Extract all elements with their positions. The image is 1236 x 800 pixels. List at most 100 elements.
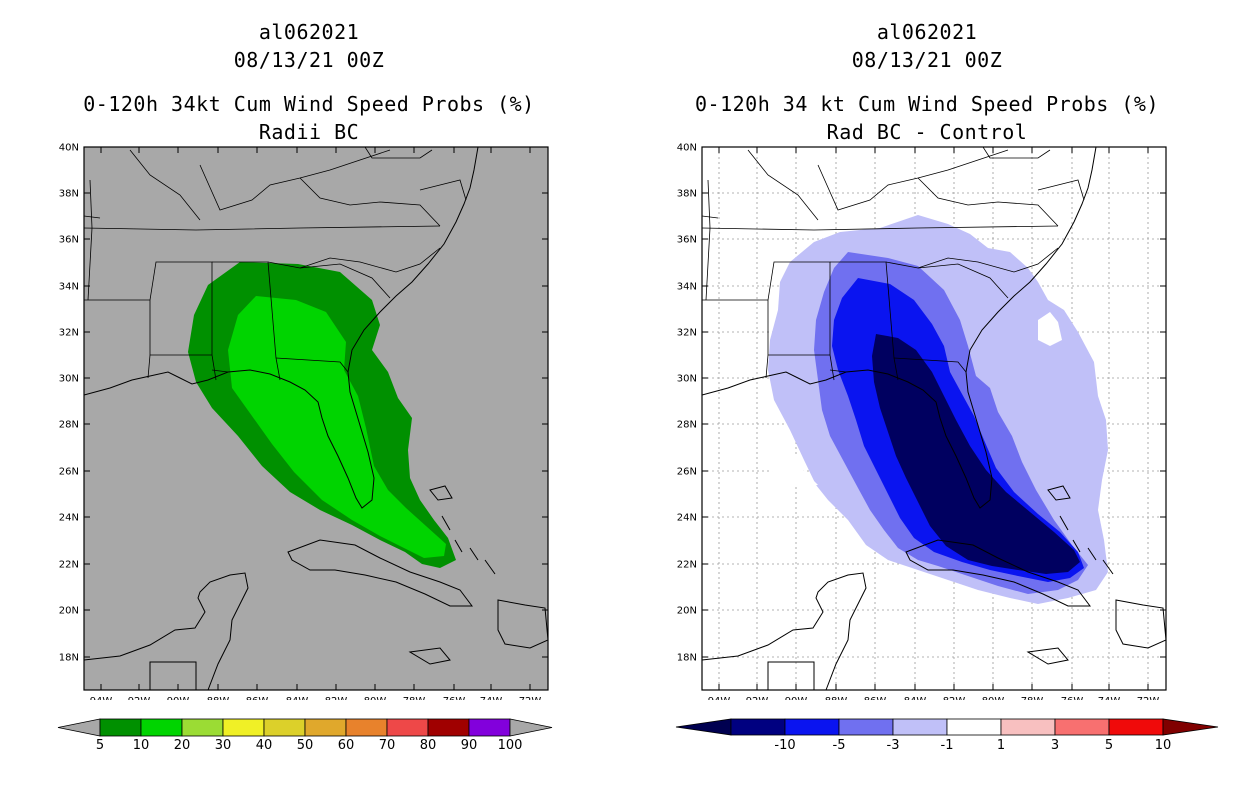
lat-label: 40N: [59, 143, 79, 154]
longitude-ticks: 94W 92W 90W 88W 86W 84W 82W 80W 78W 76W 74W 72W: [708, 147, 1160, 700]
lon-label: 76W: [443, 696, 466, 700]
colorbar-label: 100: [498, 738, 523, 752]
prob-contour-10-20: [228, 296, 446, 558]
map-frame: [83, 146, 549, 691]
colorbar-swatch: [427, 718, 470, 737]
lat-label: 36N: [59, 235, 79, 246]
lat-label: 26N: [677, 467, 697, 478]
colorbar-swatch: [468, 718, 511, 737]
mexico-border: [767, 661, 815, 690]
lat-label: 18N: [59, 653, 79, 664]
colorbar-label: 80: [420, 738, 437, 752]
plot-subtitle: Radii BC: [258, 120, 360, 144]
lat-label: 28N: [59, 420, 79, 431]
diff-hole-left: [768, 425, 818, 488]
colorbar-label: -1: [941, 738, 954, 752]
lon-label: 90W: [167, 696, 190, 700]
colorbar-swatch: [386, 718, 429, 737]
colorbar-swatch: [838, 718, 894, 736]
latitude-ticks: 40N 38N 36N 34N 32N 30N 28N 26N 24N 22N 20N 18N: [59, 143, 548, 664]
lon-label: 92W: [128, 696, 151, 700]
colorbar: 5 10 20 30 40 50 60 70 80 90 100: [57, 718, 553, 752]
lon-label: 80W: [364, 696, 387, 700]
lon-label: 92W: [746, 696, 769, 700]
colorbar-end-left: [675, 718, 732, 736]
colorbar-swatch: [946, 718, 1002, 736]
coastlines: [84, 147, 548, 690]
diff-hole-right: [1038, 312, 1062, 346]
colorbar-label: 3: [1051, 738, 1059, 752]
lon-label: 76W: [1061, 696, 1084, 700]
colorbar-label: 90: [461, 738, 478, 752]
lon-label: 74W: [1098, 696, 1121, 700]
left-panel: al062021 08/13/21 00Z 0-120h 34kt Cum Wi…: [57, 20, 553, 752]
lat-label: 34N: [677, 282, 697, 293]
colorbar-label: -3: [887, 738, 900, 752]
difference-map: 40N 38N 36N 34N 32N 30N 28N 26N 24N 22N 20N 18N 94W…: [677, 143, 1167, 700]
storm-id: al062021: [258, 20, 360, 44]
lon-label: 88W: [825, 696, 848, 700]
lon-label: 78W: [403, 696, 426, 700]
probability-map: 40N 38N 36N 34N 32N 30N 28N 26N 24N 22N 20N 18N 94W…: [59, 143, 549, 700]
colorbar-swatch: [892, 718, 948, 736]
plot-title: 0-120h 34 kt Cum Wind Speed Probs (%): [694, 92, 1160, 116]
colorbar-label: 10: [1155, 738, 1172, 752]
lat-label: 32N: [59, 328, 79, 339]
colorbar-label: 5: [96, 738, 104, 752]
colorbar-swatch: [1108, 718, 1164, 736]
datetime: 08/13/21 00Z: [233, 48, 385, 72]
lat-label: 34N: [59, 282, 79, 293]
colorbar-label: 5: [1105, 738, 1113, 752]
map-frame: [701, 146, 1167, 691]
colorbar-swatch: [345, 718, 388, 737]
colorbar-label: 60: [338, 738, 355, 752]
lat-label: 24N: [59, 513, 79, 524]
lat-label: 30N: [677, 374, 697, 385]
state-borders: [84, 147, 467, 381]
longitude-ticks: 94W 92W 90W 88W 86W 84W 82W 80W 78W 76W 74W 72W: [90, 147, 541, 700]
lat-label: 24N: [677, 513, 697, 524]
colorbar-swatch: [99, 718, 142, 737]
colorbar-swatch: [730, 718, 786, 736]
lat-label: 18N: [677, 653, 697, 664]
colorbar-end-right: [509, 718, 553, 737]
colorbar-swatch: [222, 718, 265, 737]
lon-label: 82W: [325, 696, 348, 700]
colorbar-label: 1: [997, 738, 1005, 752]
lon-label: 74W: [480, 696, 503, 700]
lat-label: 26N: [59, 467, 79, 478]
lat-label: 22N: [59, 560, 79, 571]
lat-label: 32N: [677, 328, 697, 339]
colorbar-label: 10: [133, 738, 150, 752]
lon-label: 86W: [246, 696, 269, 700]
colorbar-label: 30: [215, 738, 232, 752]
colorbar-swatch: [784, 718, 840, 736]
lon-label: 78W: [1021, 696, 1044, 700]
lat-label: 20N: [59, 606, 79, 617]
datetime: 08/13/21 00Z: [851, 48, 1003, 72]
lon-label: 84W: [286, 696, 309, 700]
colorbar-swatch: [1000, 718, 1056, 736]
lat-label: 30N: [59, 374, 79, 385]
colorbar-label: 50: [297, 738, 314, 752]
state-borders: [702, 147, 1085, 381]
lon-label: 80W: [982, 696, 1005, 700]
plot-title: 0-120h 34kt Cum Wind Speed Probs (%): [83, 92, 535, 116]
colorbar-swatch: [304, 718, 347, 737]
lon-label: 82W: [943, 696, 966, 700]
lat-label: 20N: [677, 606, 697, 617]
lat-label: 22N: [677, 560, 697, 571]
coastlines: [702, 147, 1166, 690]
colorbar-label: -10: [774, 738, 795, 752]
lon-label: 90W: [785, 696, 808, 700]
right-panel: al062021 08/13/21 00Z 0-120h 34 kt Cum W…: [618, 0, 1236, 800]
latitude-ticks: 40N 38N 36N 34N 32N 30N 28N 26N 24N 22N 20N 18N: [677, 143, 1166, 664]
lon-label: 94W: [708, 696, 731, 700]
lat-label: 38N: [59, 189, 79, 200]
lon-label: 94W: [90, 696, 113, 700]
lon-label: 72W: [1137, 696, 1160, 700]
lat-label: 36N: [677, 235, 697, 246]
lat-label: 40N: [677, 143, 697, 154]
colorbar-end-left: [57, 718, 101, 737]
lat-label: 38N: [677, 189, 697, 200]
